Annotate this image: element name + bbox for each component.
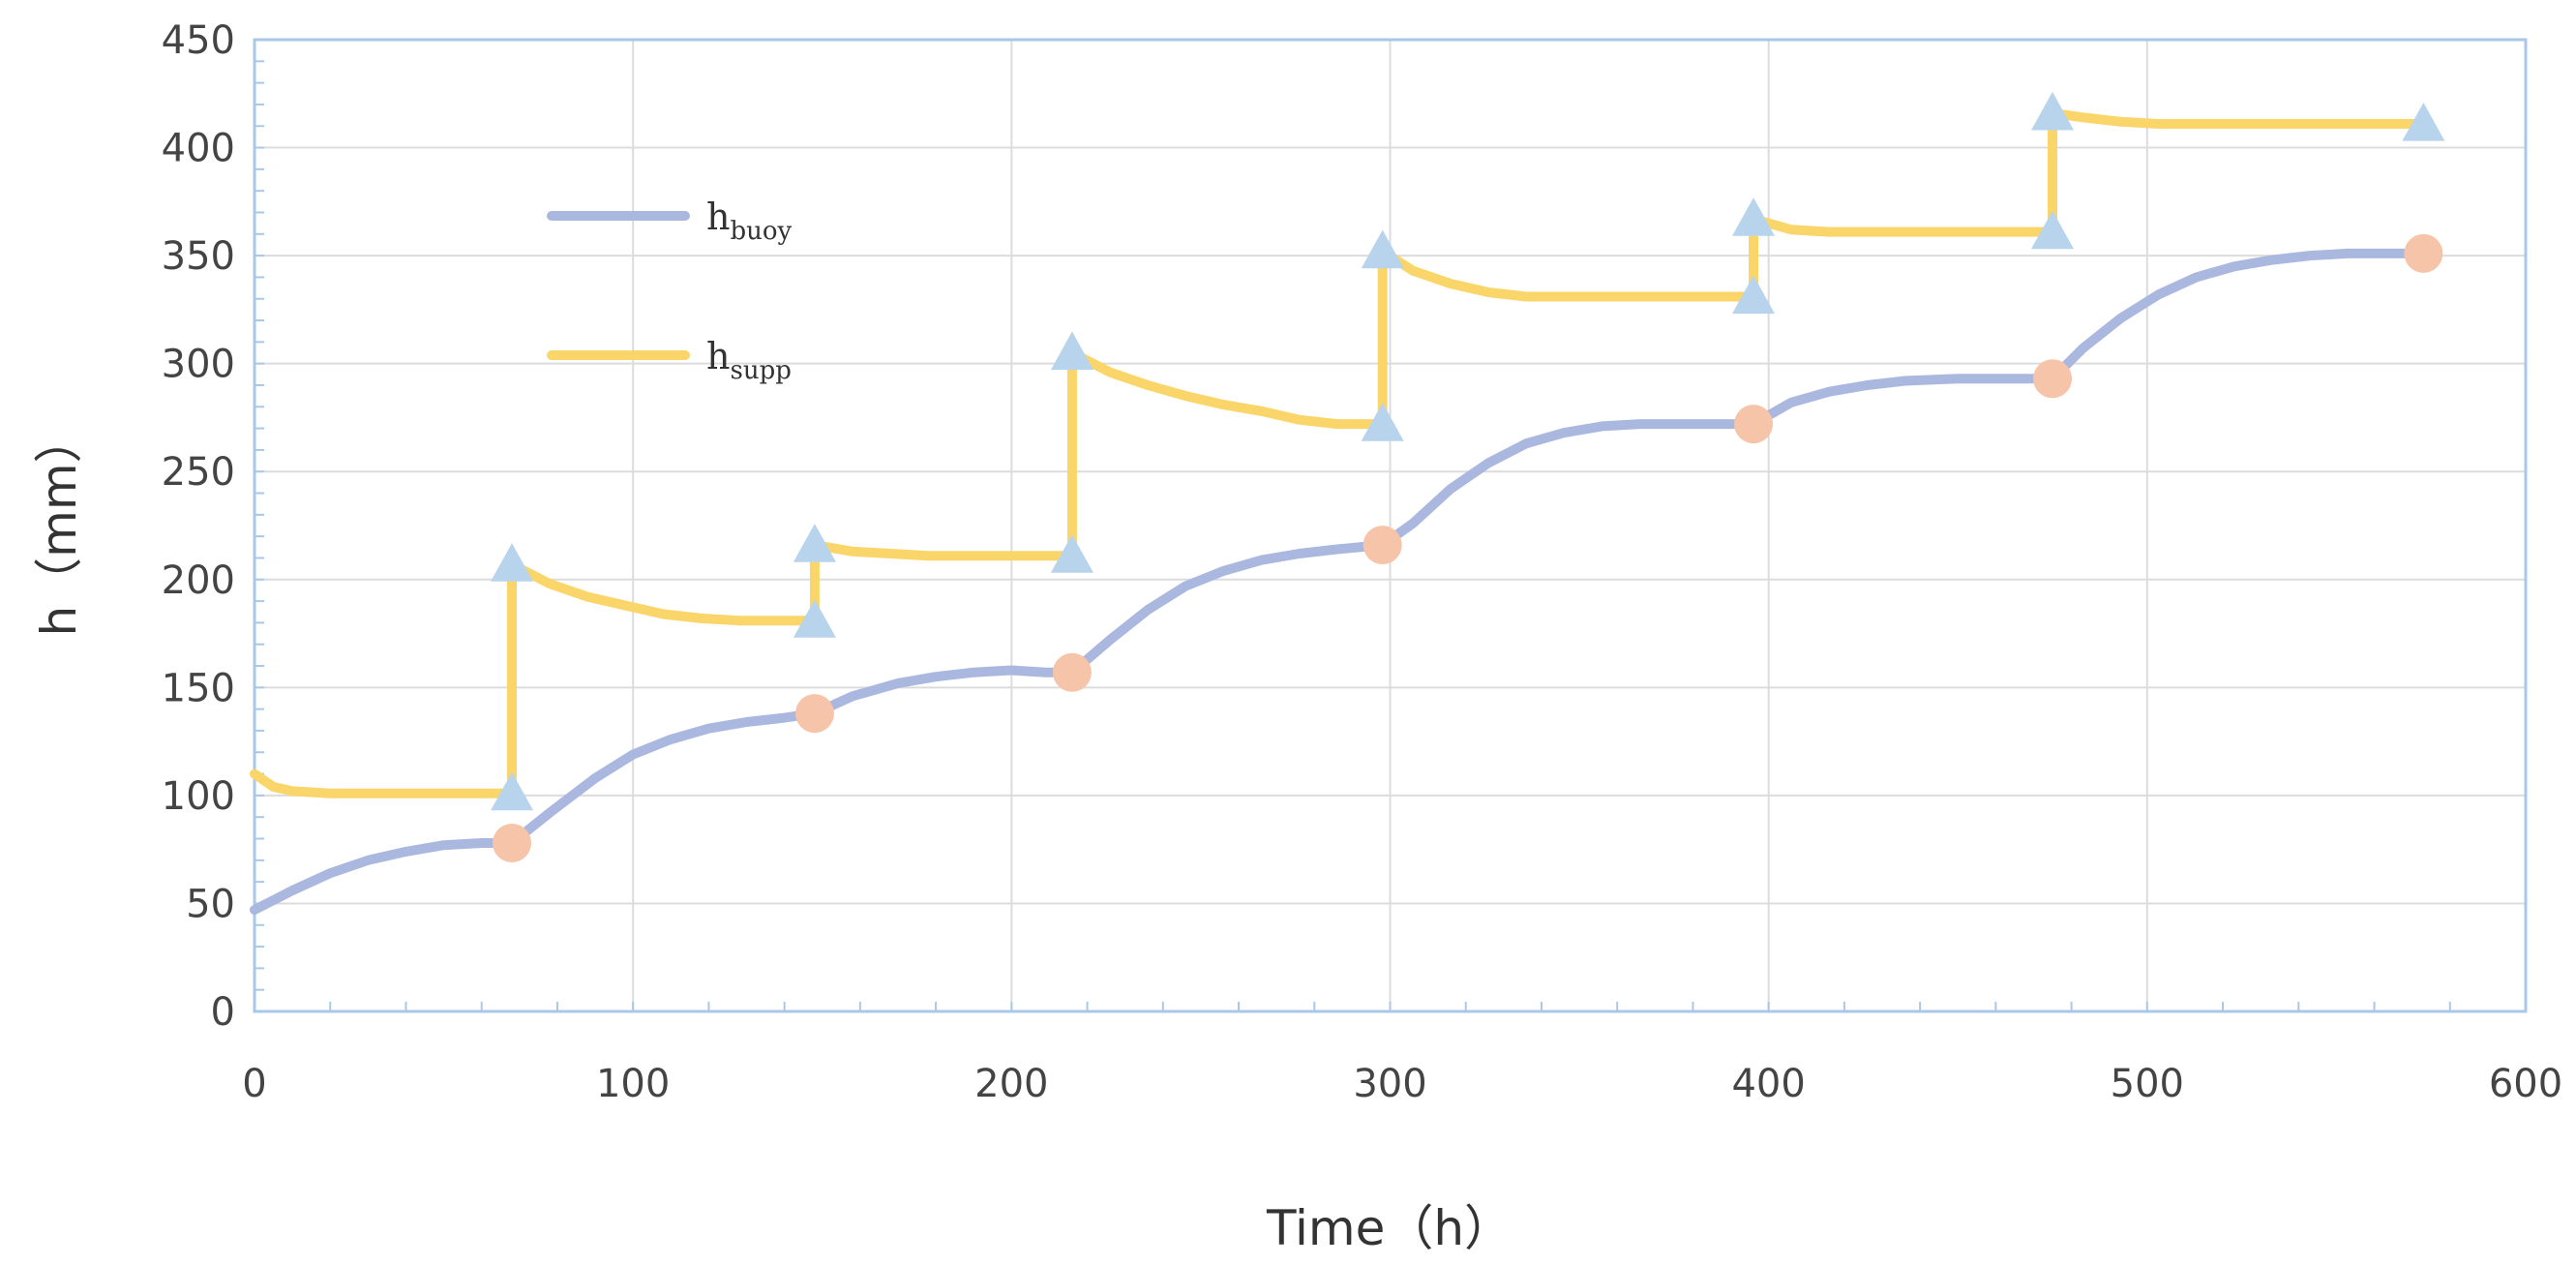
y-tick-label: 300 [162,343,235,387]
series-markers [491,91,2445,862]
legend-label-supp: hsupp [706,335,792,385]
marker-buoy [1734,405,1774,444]
x-tick-label: 500 [2111,1062,2184,1106]
series-lines [250,107,2429,916]
y-tick-label: 200 [162,558,235,603]
marker-buoy [1052,652,1092,692]
x-tick-label: 600 [2489,1062,2562,1106]
axes [254,39,2527,1012]
legend: hbuoy hsupp [547,196,793,385]
marker-supp [2031,91,2074,131]
x-tick-label: 100 [596,1062,670,1106]
marker-supp [1050,534,1093,573]
marker-supp [2402,103,2445,141]
marker-supp [793,599,836,638]
x-tick-label: 300 [1353,1062,1426,1106]
marker-supp [1732,197,1775,236]
marker-supp [793,524,836,562]
y-axis-title: h（mm） [31,414,87,636]
y-tick-label: 250 [162,450,235,495]
marker-supp [1732,275,1775,315]
grid [255,40,2526,1011]
marker-supp [1361,403,1404,441]
marker-supp [491,543,533,582]
y-tick-label: 450 [162,18,235,63]
marker-buoy [2033,359,2073,399]
y-tick-label: 400 [162,127,235,171]
marker-supp [1050,331,1093,371]
x-tick-label: 0 [242,1062,266,1106]
marker-supp [1361,229,1404,269]
tick-labels: 0 100 200 300 400 500 600 0 50 100 150 200 250 300 350… [162,18,2563,1106]
x-tick-label: 200 [974,1062,1048,1106]
marker-buoy [1363,526,1402,565]
y-tick-label: 350 [162,234,235,279]
y-tick-label: 50 [186,882,235,926]
marker-buoy [492,823,531,862]
y-tick-label: 0 [211,990,235,1035]
x-axis-title: Time（h） [1266,1200,1513,1256]
y-tick-label: 150 [162,666,235,710]
marker-supp [491,771,533,811]
marker-buoy [2404,233,2443,273]
legend-label-buoy: hbuoy [706,196,793,246]
marker-supp [2031,210,2074,250]
y-tick-label: 100 [162,774,235,819]
x-tick-label: 400 [1731,1062,1805,1106]
series-line-supp [250,107,2429,798]
marker-buoy [794,694,834,734]
